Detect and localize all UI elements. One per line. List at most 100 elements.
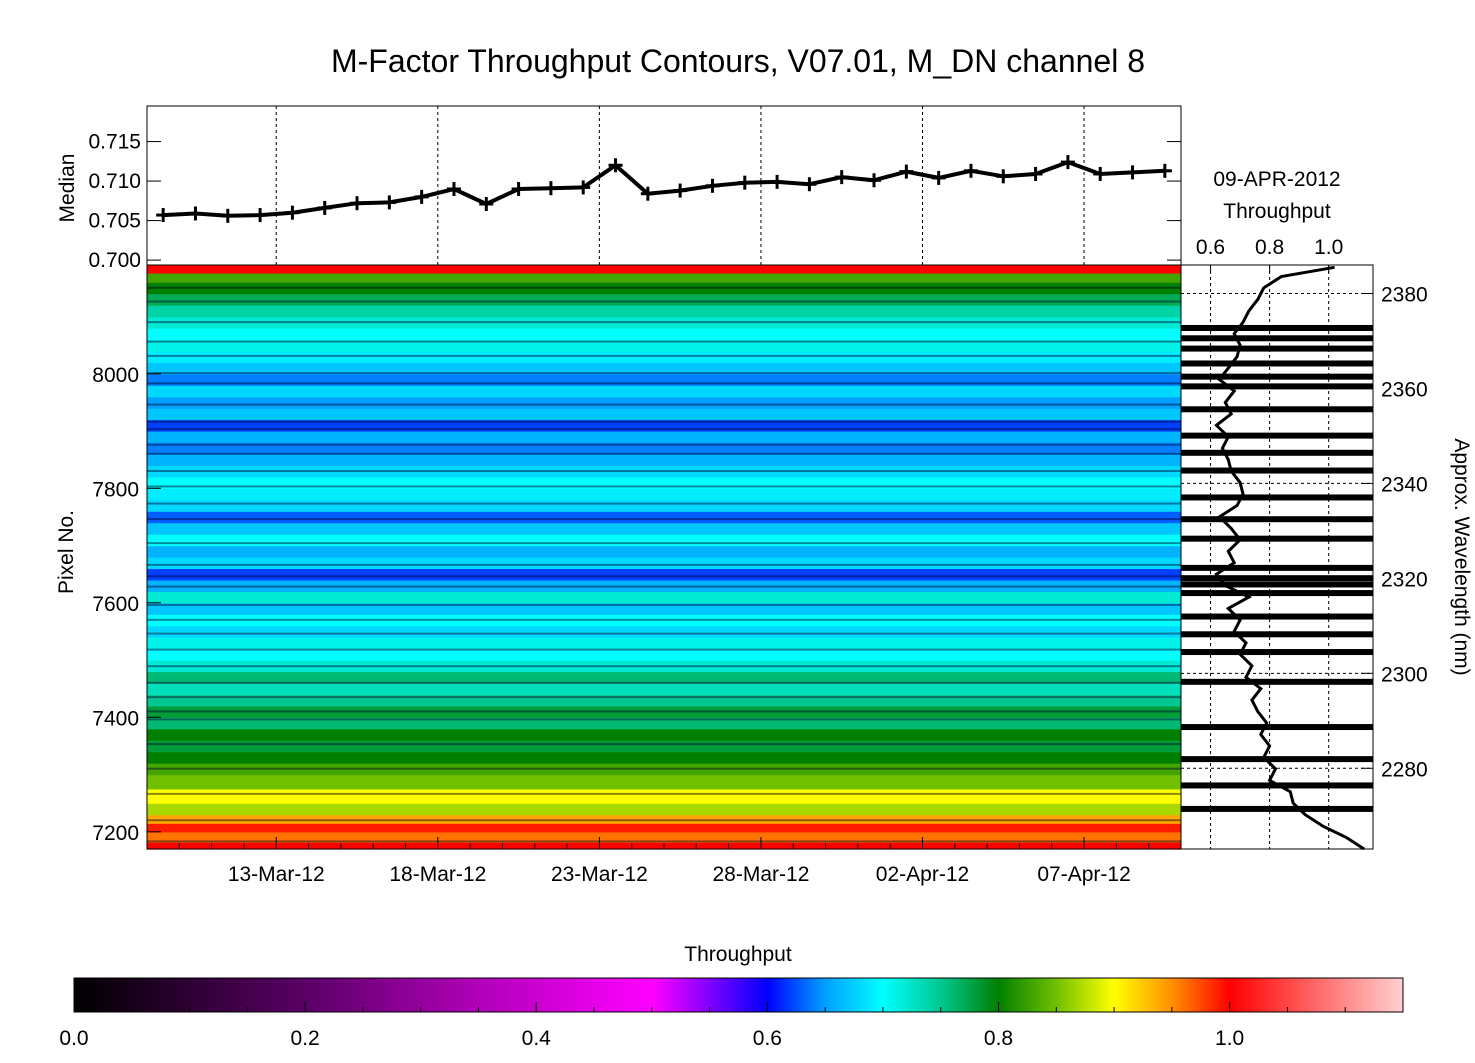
heatmap-dark-line [147,710,1181,713]
median-point [220,208,235,223]
heatmap-band [147,316,1181,329]
median-point [576,180,591,195]
heatmap-band [147,419,1181,432]
heatmap-dark-line [147,696,1181,699]
heatmap-dark-line [147,718,1181,721]
contour-y-axis: 7200 7400 7600 8000 7800 [92,364,161,845]
heatmap-dark-line [147,469,1181,472]
heatmap-dark-line [147,743,1181,746]
profile-spike [1181,335,1373,342]
heatmap-band [147,751,1181,764]
median-point [1060,155,1075,170]
median-point [1125,165,1140,180]
heatmap-band [147,694,1181,707]
median-point [479,196,494,211]
heatmap-dark-line [147,286,1181,289]
heatmap-band [147,614,1181,627]
profile-spike [1181,564,1373,571]
heatmap-dark-line [147,767,1181,770]
median-points [156,155,1172,223]
heatmap-dark-line [147,403,1181,406]
contour-xtick-label: 18-Mar-12 [389,863,486,886]
heatmap-dark-lines [147,286,1181,843]
profile-y2tick-label: 2300 [1381,663,1428,686]
colorbar-tick-label: 0.4 [522,1027,552,1050]
profile-x-axis: 0.6 0.8 1.0 [1196,236,1343,273]
heatmap-band [147,705,1181,718]
heatmap-dark-line [147,502,1181,505]
median-point [1157,163,1172,178]
heatmap-dark-line [147,518,1181,521]
median-point [834,170,849,185]
heatmap-band [147,282,1181,295]
heatmap-band [147,431,1181,444]
profile-spike [1181,535,1373,542]
profile-date: 09-APR-2012 [1213,168,1340,191]
median-ytick-label: 0.705 [88,210,141,233]
heatmap-dark-line [147,321,1181,324]
median-point [867,173,882,188]
heatmap-band [147,453,1181,466]
profile-spike [1181,383,1373,390]
heatmap-dark-line [147,792,1181,795]
median-y-axis: 0.700 0.705 0.710 0.715 [88,131,1181,272]
heatmap-band [147,476,1181,489]
profile-spike [1181,575,1373,582]
heatmap-band [147,534,1181,547]
profile-spike [1181,345,1373,352]
heatmap-band [147,350,1181,363]
profile-y2tick-label: 2360 [1381,378,1428,401]
profile-wavelength-axis: 2280 2300 2320 2340 2360 2380 [1361,283,1428,781]
median-ylabel: Median [56,154,79,223]
heatmap-dark-line [147,585,1181,588]
heatmap-band [147,568,1181,581]
heatmap-bands [147,265,1181,850]
profile-y2tick-label: 2280 [1381,758,1428,781]
heatmap-band [147,602,1181,615]
profile-y2tick-label: 2380 [1381,283,1428,306]
median-point [1093,166,1108,181]
heatmap-band [147,499,1181,512]
heatmap-dark-line [147,542,1181,545]
heatmap-dark-line [147,428,1181,431]
heatmap-dark-line [147,632,1181,635]
median-point [705,178,720,193]
profile-xtick-label: 0.8 [1255,236,1284,259]
heatmap-dark-line [147,681,1181,684]
profile-spikes [1181,324,1373,812]
contour-xtick-label: 23-Mar-12 [551,863,648,886]
heatmap-band [147,717,1181,730]
heatmap-band [147,265,1181,274]
heatmap-band [147,803,1181,816]
profile-spike [1181,360,1373,367]
heatmap-band [147,511,1181,524]
contour-ytick-label: 7800 [92,478,139,501]
profile-spike [1181,449,1373,456]
heatmap-band [147,293,1181,306]
median-ytick-label: 0.715 [88,131,141,154]
profile-y2tick-label: 2340 [1381,473,1428,496]
profile-xtick-label: 0.6 [1196,236,1225,259]
median-frame [146,105,1182,269]
median-point [963,163,978,178]
median-point [414,189,429,204]
contour-x-axis: 13-Mar-12 18-Mar-12 23-Mar-12 28-Mar-12 02-A… [178,837,1150,886]
median-ytick-label: 0.710 [88,170,141,193]
heatmap-band [147,488,1181,501]
heatmap-band [147,545,1181,558]
heatmap-band [147,814,1181,824]
heatmap-band [147,362,1181,375]
heatmap-band [147,408,1181,421]
colorbar-ticks: 0.0 0.2 0.4 0.6 0.8 1.0 [59,1002,1404,1050]
heatmap-band [147,465,1181,478]
profile-panel: 09-APR-2012 Throughput 0.6 0.8 1.0 2280 230… [1180,168,1473,851]
heatmap-dark-line [147,563,1181,566]
median-point [1028,166,1043,181]
contour-ytick-label: 7400 [92,707,139,730]
median-point [899,164,914,179]
contour-panel: 7200 7400 7600 8000 7800 13-Mar-12 18-Mar-12 2… [55,264,1182,886]
contour-xtick-label: 28-Mar-12 [713,863,810,886]
heatmap-band [147,831,1181,843]
profile-spike [1181,805,1373,812]
heatmap-dark-line [147,420,1181,423]
